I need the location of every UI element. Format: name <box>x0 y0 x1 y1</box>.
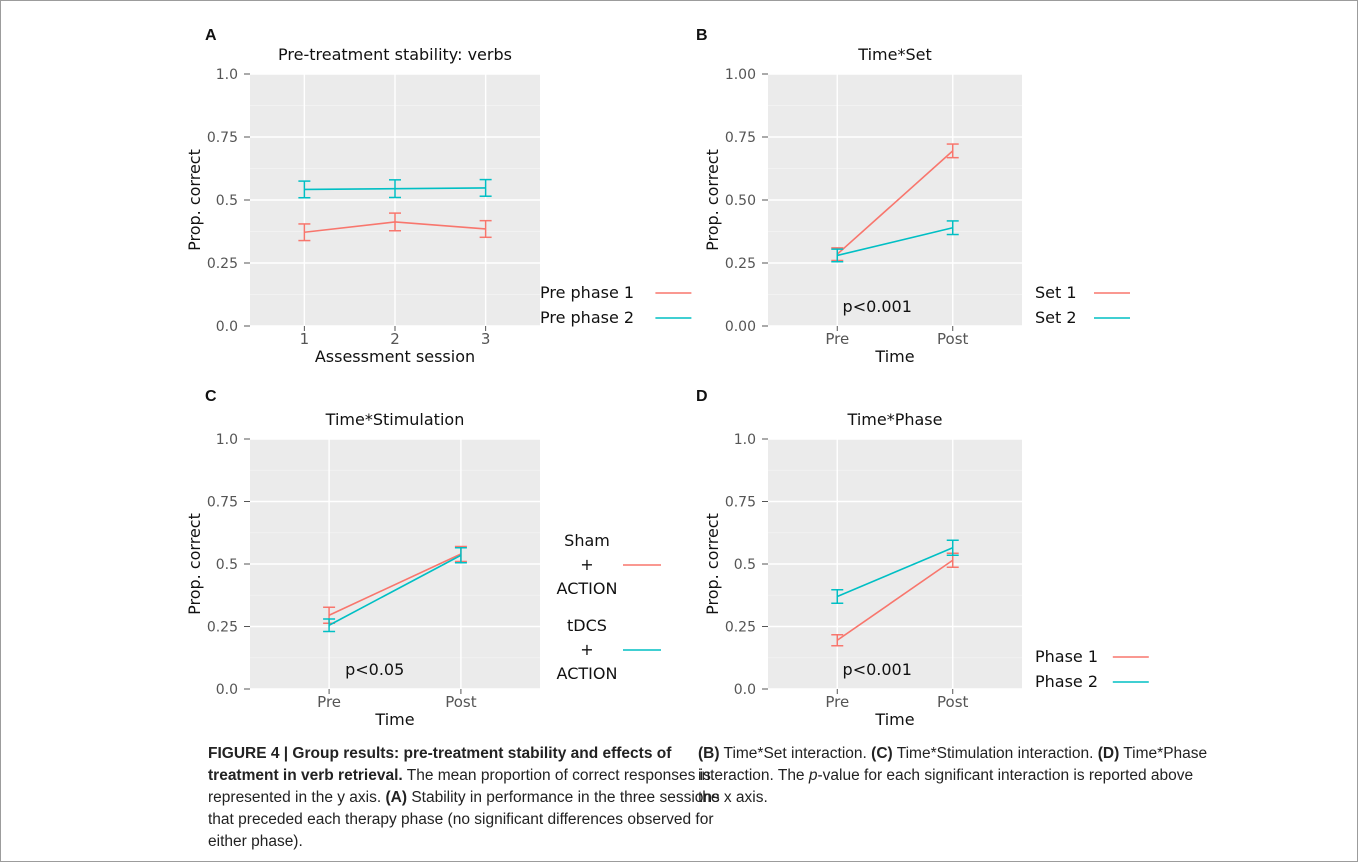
y-tick-label: 0.0 <box>734 682 756 698</box>
chart-title: Time*Set <box>857 45 931 64</box>
legend-label: + <box>580 640 593 659</box>
chart-title: Time*Phase <box>847 410 943 429</box>
p-value-annotation: p<0.05 <box>345 660 404 679</box>
caption-ref-d: (D) <box>1097 745 1120 762</box>
legend-label: Pre phase 1 <box>540 283 634 302</box>
y-tick-label: 0.25 <box>207 620 238 636</box>
y-tick-label: 0.5 <box>216 557 238 573</box>
panel-d: D 0.0 0.25 0.5 0.75 1.0 Pre Post Time*Phase Time P… <box>696 388 1149 729</box>
series-line <box>837 226 953 257</box>
legend-label: Set 2 <box>1035 308 1077 327</box>
caption-text-1: The mean proportion of correct responses… <box>208 767 711 806</box>
chart-title: Pre-treatment stability: verbs <box>278 45 512 64</box>
caption-text-6: -value for each significant interaction … <box>698 767 1194 806</box>
caption-text-5: Time*Phase interaction. The <box>698 745 1208 784</box>
legend-label: Phase 1 <box>1035 647 1098 666</box>
legend-label: Sham <box>564 531 610 550</box>
legend-label: Set 1 <box>1035 283 1077 302</box>
y-tick-label: 0.5 <box>216 193 238 209</box>
panel-letter: D <box>696 388 708 405</box>
x-tick-label: Pre <box>825 330 849 348</box>
figure-caption-left: FIGURE 4 | Group results: pre-treatment … <box>208 743 728 853</box>
x-axis-label: Time <box>374 710 414 729</box>
caption-figure-label: FIGURE 4 | Group results: pre-treatment … <box>208 745 672 784</box>
y-tick-label: 0.25 <box>725 620 756 636</box>
y-tick-label: 0.25 <box>207 256 238 272</box>
series-line <box>836 559 954 641</box>
panel-b: B 0.00 0.25 0.50 0.75 1.00 Pre Post Time*Set Time… <box>696 27 1130 366</box>
x-tick-label: 2 <box>390 330 400 348</box>
y-tick-label: 0.0 <box>216 319 238 335</box>
legend-label: ACTION <box>557 579 618 598</box>
x-tick-label: Pre <box>317 693 341 711</box>
p-value-annotation: p<0.001 <box>843 297 912 316</box>
y-tick-label: 1.0 <box>734 432 756 448</box>
series-line <box>836 150 954 255</box>
caption-text-3: Time*Set interaction. <box>719 745 872 762</box>
series-line <box>328 554 462 626</box>
y-tick-label: 1.0 <box>216 432 238 448</box>
y-axis-label: Prop. correct <box>703 149 722 251</box>
y-tick-label: 1.0 <box>216 67 238 83</box>
legend-label: Phase 2 <box>1035 672 1098 691</box>
panel-letter: C <box>205 388 217 405</box>
p-value-annotation: p<0.001 <box>843 660 912 679</box>
x-tick-label: Pre <box>825 693 849 711</box>
x-tick-label: Post <box>937 330 969 348</box>
series-line <box>836 547 954 598</box>
x-axis-label: Assessment session <box>315 347 475 366</box>
x-axis-label: Time <box>874 347 914 366</box>
y-tick-label: 0.75 <box>207 495 238 511</box>
y-tick-label: 0.50 <box>725 193 756 209</box>
series-line <box>328 553 462 616</box>
legend-label: Pre phase 2 <box>540 308 634 327</box>
panel-c: C 0.0 0.25 0.5 0.75 1.0 Pre Post Time*Stimulatio… <box>185 388 661 729</box>
y-tick-label: 0.75 <box>725 495 756 511</box>
x-tick-label: 3 <box>481 330 491 348</box>
x-tick-label: Post <box>937 693 969 711</box>
panel-a: A 0.0 0.25 0.5 0.75 1.0 1 2 3 Pre-treatment stabi… <box>185 27 692 366</box>
y-tick-label: 0.00 <box>725 319 756 335</box>
caption-ref-c: (C) <box>871 745 893 762</box>
caption-ref-a: (A) <box>385 789 408 806</box>
caption-p-italic: p <box>808 767 818 784</box>
y-tick-label: 0.75 <box>207 130 238 146</box>
figure-caption-right: (B) Time*Set interaction. (C) Time*Stimu… <box>698 743 1218 809</box>
caption-text-4: Time*Stimulation interaction. <box>892 745 1098 762</box>
caption-text-2: Stability in performance in the three se… <box>208 789 720 850</box>
y-tick-label: 1.00 <box>725 67 756 83</box>
x-tick-label: Post <box>445 693 477 711</box>
y-tick-label: 0.75 <box>725 130 756 146</box>
caption-ref-b: (B) <box>698 745 720 762</box>
x-tick-label: 1 <box>300 330 310 348</box>
legend-label: + <box>580 555 593 574</box>
panel-letter: B <box>696 27 708 44</box>
chart-title: Time*Stimulation <box>325 410 465 429</box>
y-axis-label: Prop. correct <box>185 513 204 615</box>
y-tick-label: 0.5 <box>734 557 756 573</box>
y-tick-label: 0.0 <box>216 682 238 698</box>
y-tick-label: 0.25 <box>725 256 756 272</box>
figure-svg: A 0.0 0.25 0.5 0.75 1.0 1 2 3 Pre-treatment stabi… <box>185 27 1149 729</box>
x-axis-label: Time <box>874 710 914 729</box>
panel-letter: A <box>205 27 217 44</box>
y-axis-label: Prop. correct <box>185 149 204 251</box>
legend-label: tDCS <box>567 616 607 635</box>
legend-label: ACTION <box>557 664 618 683</box>
figure-panels: A 0.0 0.25 0.5 0.75 1.0 1 2 3 Pre-treatment stabi… <box>185 27 1149 729</box>
y-axis-label: Prop. correct <box>703 513 722 615</box>
